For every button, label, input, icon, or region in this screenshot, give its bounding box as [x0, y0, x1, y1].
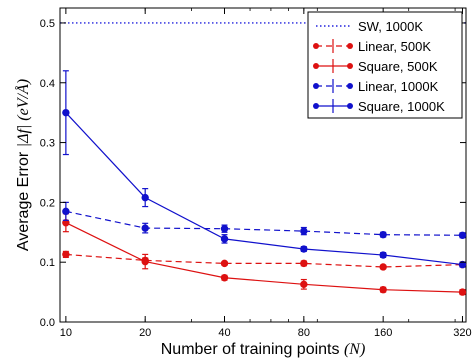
y-tick-label: 0.3 — [40, 138, 55, 150]
y-axis-label-math: |Δf| (eV/Å) — [14, 79, 32, 147]
data-point — [220, 235, 229, 243]
data-point — [141, 224, 149, 232]
data-point — [379, 263, 387, 271]
data-point — [220, 259, 229, 268]
data-point — [141, 257, 149, 266]
tick-layer: 10 20 40 80 160 320 0.0 0.1 0.2 0.3 0.4 0.5 — [40, 8, 472, 339]
series-layer — [60, 22, 467, 296]
x-axis-label: Number of training points (N) — [161, 341, 366, 358]
x-tick-label: 10 — [60, 327, 72, 339]
y-tick-label: 0.5 — [40, 18, 55, 30]
legend-box — [307, 11, 463, 119]
data-point — [62, 108, 70, 117]
series-line — [65, 210, 463, 236]
legend-marker — [313, 43, 319, 49]
y-axis-label-text: Average Error — [15, 147, 32, 251]
legend: SW, 1000K Linear, 500K Square, 500K Linear,… — [307, 11, 463, 119]
y-tick-label: 0.2 — [40, 197, 55, 209]
legend-marker — [347, 83, 353, 89]
data-point — [300, 227, 308, 235]
data-point — [379, 286, 387, 294]
y-tick-label: 0.0 — [40, 317, 55, 329]
x-tick-label: 160 — [374, 327, 392, 339]
legend-marker — [313, 83, 319, 89]
series-line — [65, 253, 463, 268]
data-point — [62, 207, 70, 216]
data-point — [300, 245, 308, 253]
legend-marker — [347, 63, 353, 69]
data-point — [300, 259, 308, 268]
data-point — [300, 280, 308, 289]
x-axis-label-text: Number of training points — [161, 341, 344, 358]
legend-marker — [347, 103, 353, 109]
legend-label: Square, 1000K — [358, 99, 445, 114]
data-point — [458, 260, 467, 269]
x-tick-label: 40 — [218, 327, 230, 339]
legend-label: Square, 500K — [358, 59, 438, 74]
legend-marker — [313, 63, 319, 69]
data-point — [220, 224, 229, 233]
data-point — [220, 274, 229, 282]
data-point — [141, 193, 149, 202]
y-axis-label: Average Error |Δf| (eV/Å) — [14, 79, 32, 251]
x-tick-label: 320 — [453, 327, 471, 339]
data-point — [458, 288, 467, 296]
x-tick-label: 80 — [298, 327, 310, 339]
legend-marker — [347, 43, 353, 49]
data-point — [458, 231, 467, 239]
y-tick-label: 0.4 — [40, 78, 55, 90]
y-tick-label: 0.1 — [40, 257, 55, 269]
legend-label: SW, 1000K — [358, 19, 423, 34]
data-point — [379, 230, 387, 239]
legend-label: Linear, 500K — [358, 39, 431, 54]
x-tick-label: 20 — [139, 327, 151, 339]
x-axis-label-math: (N) — [344, 341, 365, 358]
legend-label: Linear, 1000K — [358, 79, 439, 94]
data-point — [379, 251, 387, 259]
series-line — [65, 112, 463, 266]
legend-marker — [313, 103, 319, 109]
data-point — [62, 250, 70, 259]
series-line — [65, 222, 463, 293]
